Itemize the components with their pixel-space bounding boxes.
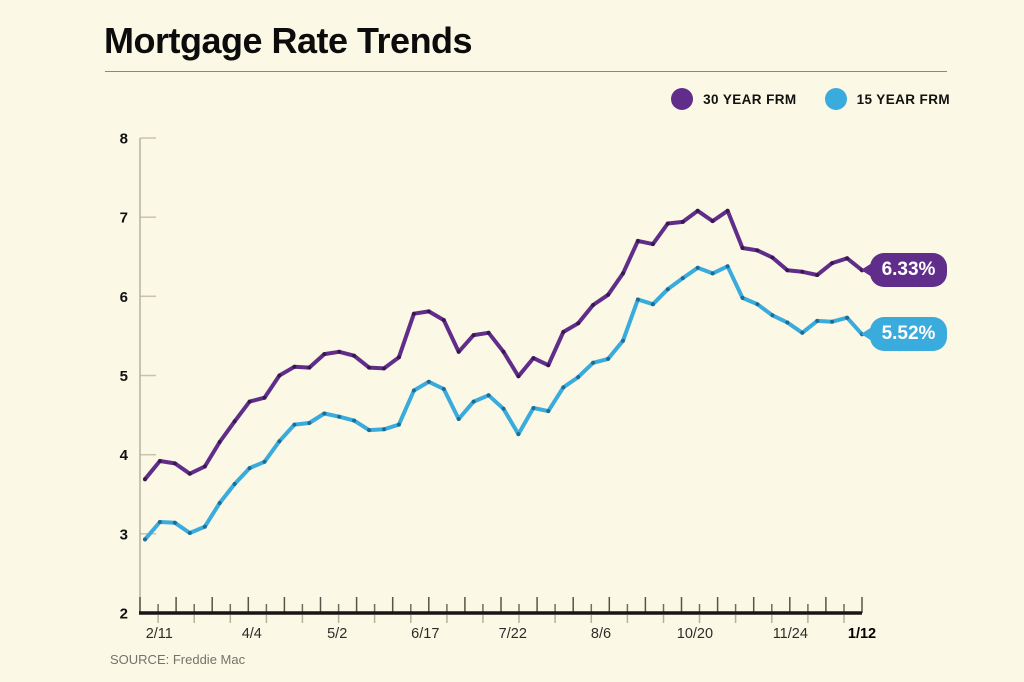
x-tick-label: 2/11 (146, 626, 173, 642)
x-tick-label: 1/12 (848, 626, 876, 642)
y-tick-label: 2 (120, 606, 128, 623)
value-badge-30yr: 6.33% (861, 253, 947, 288)
y-tick-label: 6 (120, 289, 128, 306)
x-tick-label: 5/2 (327, 626, 347, 642)
legend-dot-15yr-icon (824, 88, 847, 110)
x-tick-label: 10/20 (677, 626, 713, 642)
legend-item-30yr: 30 YEAR FRM (671, 88, 796, 110)
y-tick-label: 5 (120, 368, 128, 385)
x-tick-label: 7/22 (499, 626, 527, 642)
page-title: Mortgage Rate Trends (104, 20, 473, 61)
source-note: SOURCE: Freddie Mac (110, 652, 246, 667)
legend-item-15yr: 15 YEAR FRM (824, 88, 950, 110)
legend-label-30yr: 30 YEAR FRM (703, 91, 797, 107)
x-tick-label: 6/17 (411, 626, 439, 642)
title-divider (105, 71, 947, 72)
x-tick-label: 8/6 (591, 626, 611, 642)
y-tick-label: 8 (120, 131, 128, 148)
value-badge-15yr: 5.52% (861, 317, 947, 352)
series-line-30yr (143, 208, 864, 482)
y-tick-label: 4 (120, 447, 129, 464)
legend-label-15yr: 15 YEAR FRM (856, 91, 950, 107)
y-tick-label: 3 (120, 526, 128, 543)
value-badge-15yr-label: 5.52% (881, 323, 936, 345)
x-tick-label: 4/4 (242, 626, 262, 642)
value-badge-30yr-label: 6.33% (881, 259, 936, 281)
badge-pointer-icon (861, 327, 872, 342)
y-tick-label: 7 (120, 210, 128, 227)
legend-dot-30yr-icon (671, 88, 694, 110)
x-tick-label: 11/24 (773, 626, 808, 642)
legend: 30 YEAR FRM 15 YEAR FRM (671, 88, 950, 110)
badge-pointer-icon (861, 263, 872, 278)
